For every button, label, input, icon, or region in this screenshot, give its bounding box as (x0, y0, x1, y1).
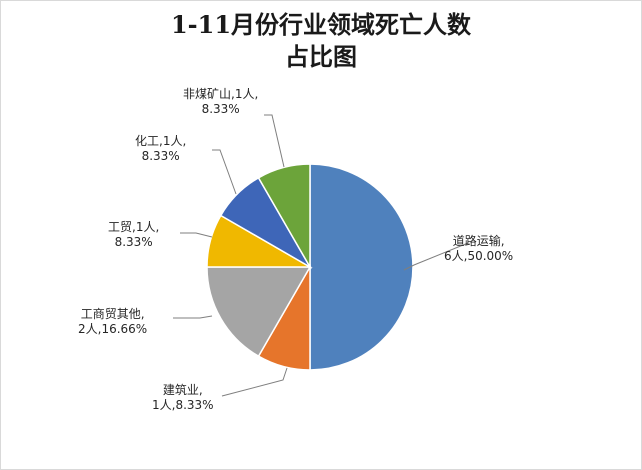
data-label-construction-line-2: 1人,8.33% (152, 398, 214, 412)
data-label-industry-trade-line-2: 8.33% (114, 235, 153, 249)
data-label-commerce: 工商贸其他, 2人,16.66% (78, 307, 147, 337)
data-label-road-line-1: 道路运输, (452, 234, 505, 248)
data-label-mining: 非煤矿山,1人, 8.33% (183, 87, 258, 117)
slice-road (309, 163, 414, 371)
chart-title-line-1: 1-11月份行业领域死亡人数 (170, 10, 472, 39)
data-label-mining-line-1: 非煤矿山,1人, (183, 87, 259, 101)
data-label-commerce-line-2: 2人,16.66% (78, 322, 148, 336)
data-label-construction-line-1: 建筑业, (162, 383, 203, 397)
data-label-chemical-line-2: 8.33% (141, 149, 180, 163)
chart-title-line-2: 占比图 (285, 42, 357, 71)
data-label-industry-trade: 工贸,1人, 8.33% (108, 220, 159, 250)
leader-line-chemical (212, 149, 237, 195)
leader-line-mining (264, 114, 285, 168)
data-label-industry-trade-line-1: 工贸,1人, (108, 220, 160, 234)
data-label-chemical-line-1: 化工,1人, (135, 134, 187, 148)
slice-mining (257, 163, 311, 270)
leader-line-industry-trade (180, 232, 213, 238)
leader-line-road (403, 242, 469, 271)
leader-line-commerce (173, 315, 213, 319)
data-label-commerce-line-1: 工商贸其他, (80, 307, 145, 321)
data-label-road: 道路运输, 6人,50.00% (444, 234, 513, 264)
data-label-construction: 建筑业, 1人,8.33% (152, 383, 214, 413)
data-label-road-line-2: 6人,50.00% (444, 249, 514, 263)
slice-commerce (206, 266, 312, 358)
data-label-mining-line-2: 8.33% (201, 102, 240, 116)
leader-line-construction (221, 367, 288, 397)
data-label-chemical: 化工,1人, 8.33% (135, 134, 186, 164)
